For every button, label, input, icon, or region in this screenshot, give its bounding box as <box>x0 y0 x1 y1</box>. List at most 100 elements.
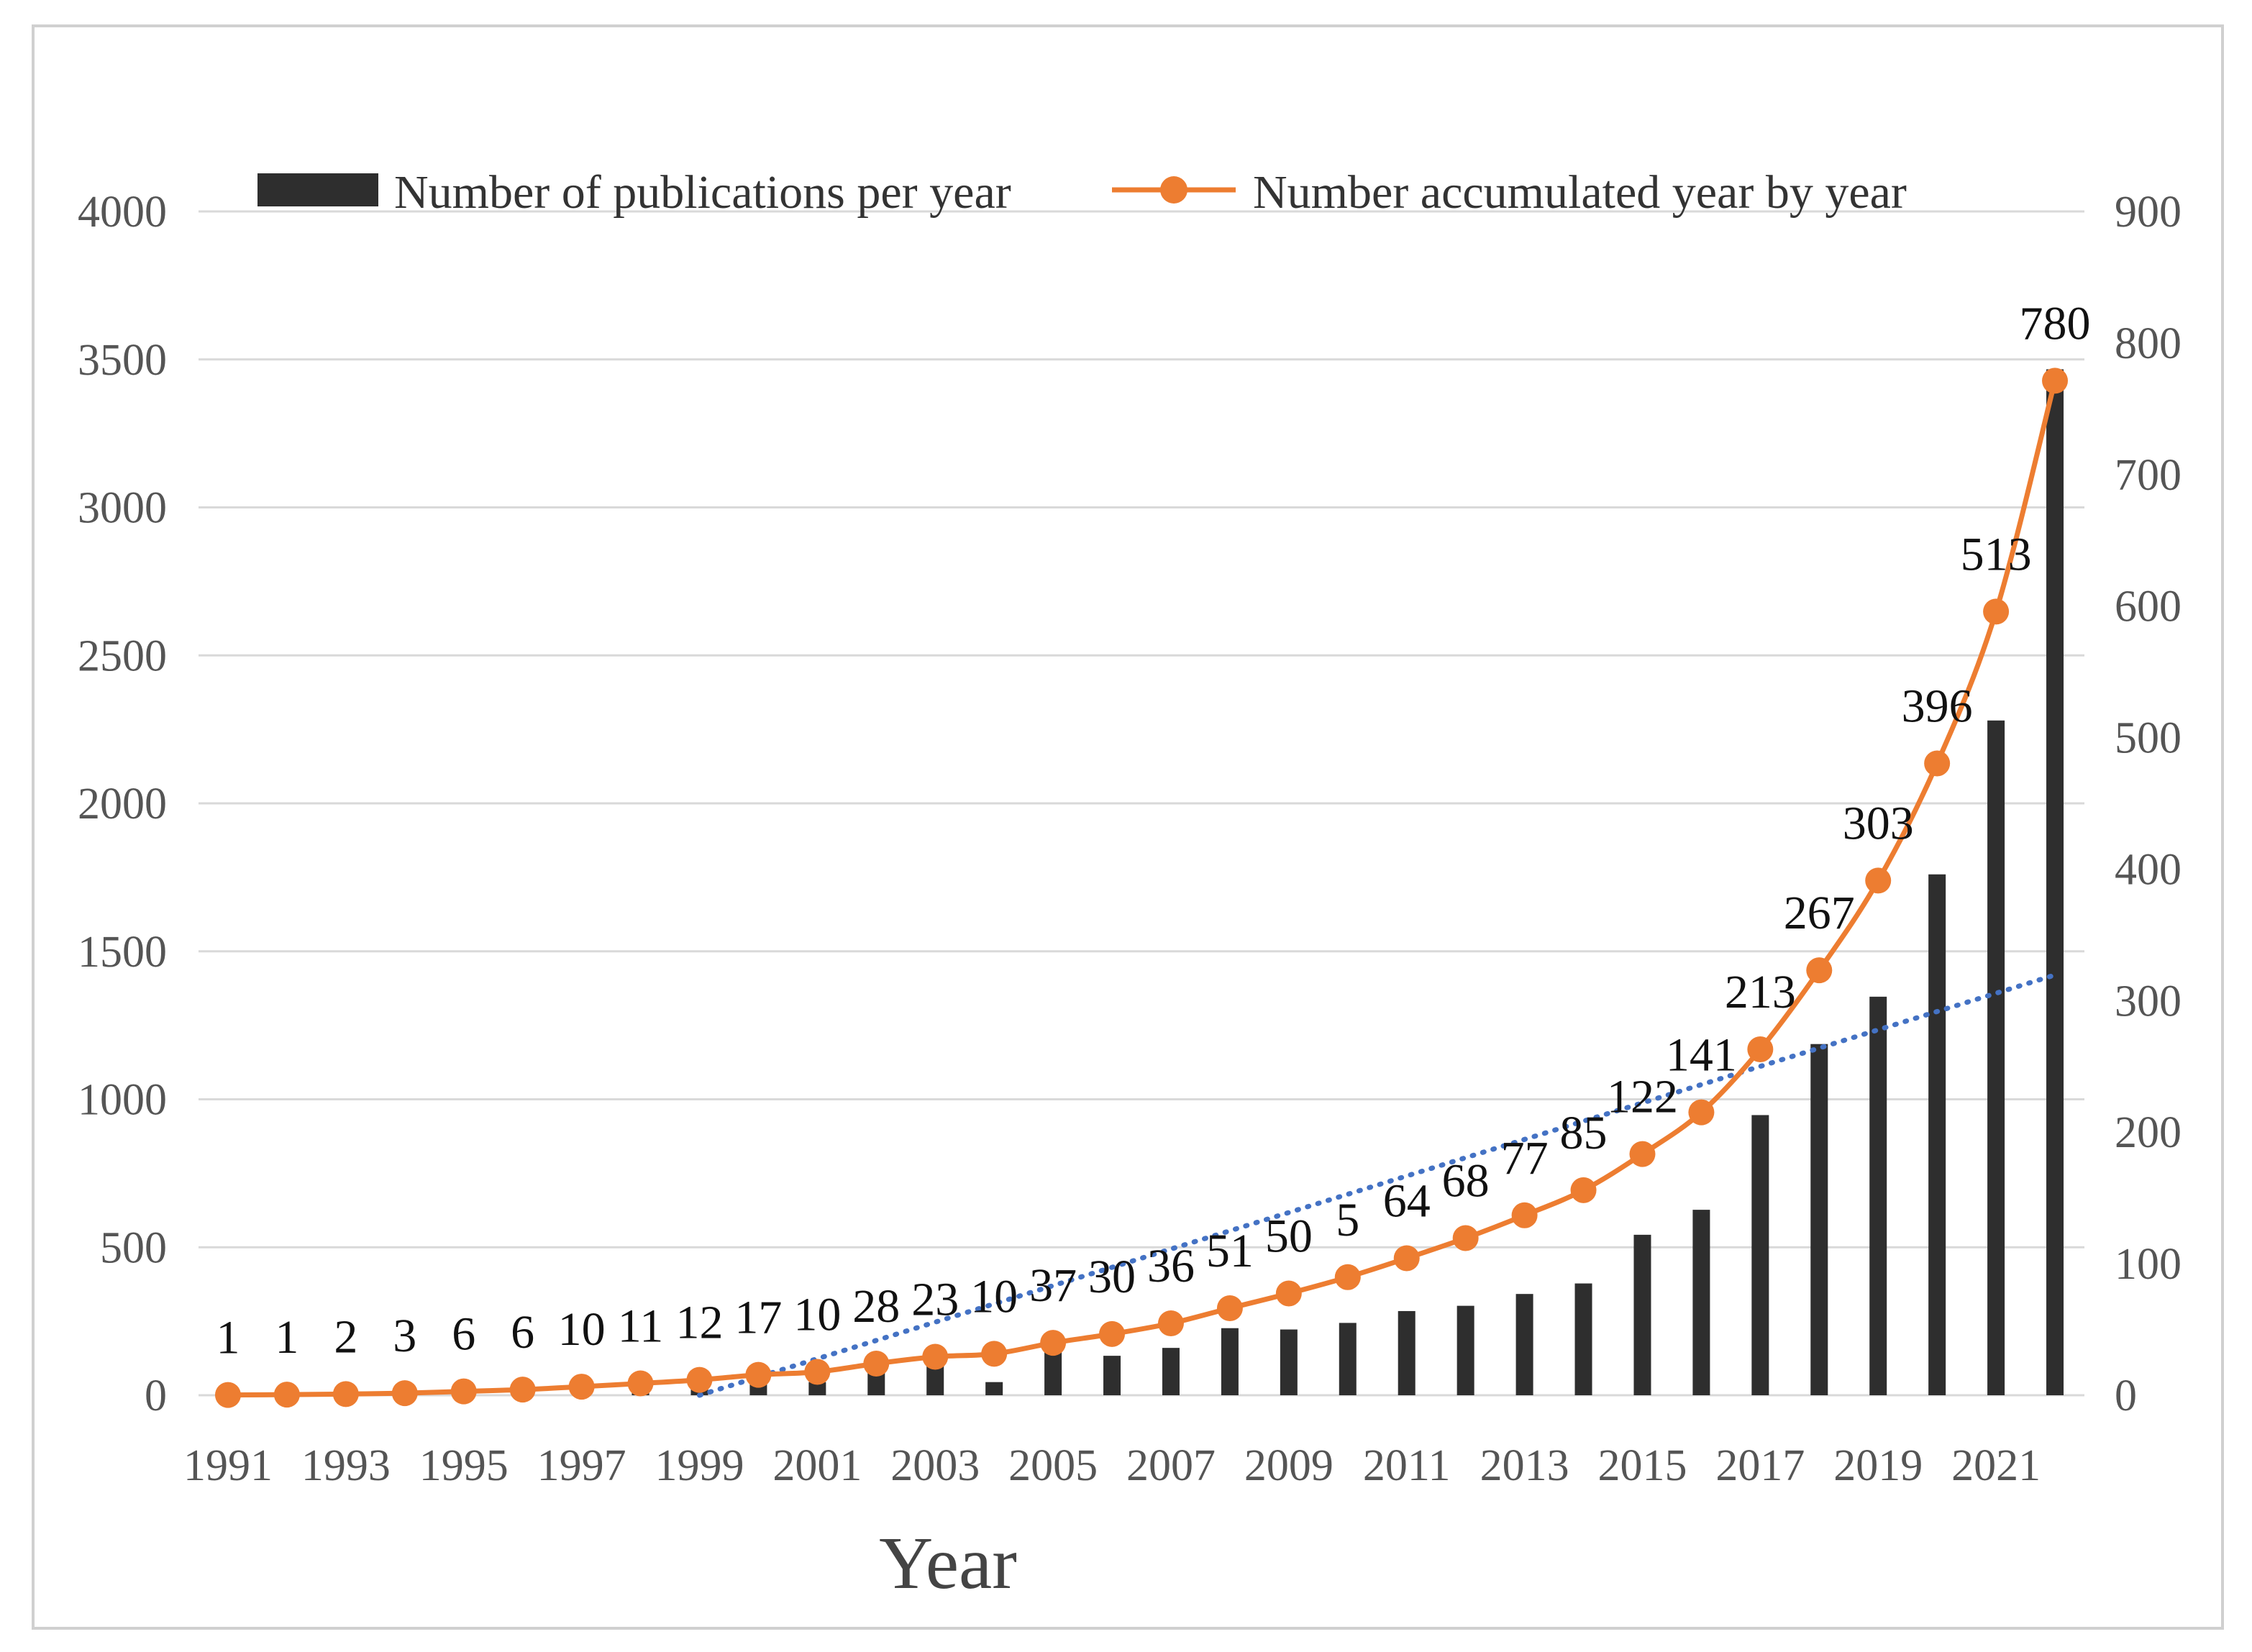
x-axis-ticks: 1991 1993 1995 1997 1999 2001 2003 2005 2007 2009… <box>183 1441 2041 1490</box>
line-point-2004 <box>981 1341 1008 1367</box>
bar-series <box>219 369 2064 1395</box>
right-tick-label: 100 <box>2115 1240 2182 1289</box>
x-tick-label: 2013 <box>1480 1441 1569 1490</box>
data-label-1995: 6 <box>452 1308 475 1361</box>
data-label-2019: 303 <box>1843 797 1914 849</box>
line-point-2013 <box>1511 1202 1538 1228</box>
data-label-1999: 12 <box>675 1297 723 1349</box>
line-point-2000 <box>745 1361 772 1388</box>
data-label-2003: 23 <box>911 1274 959 1326</box>
data-label-2020: 396 <box>1902 680 1973 732</box>
left-tick-label: 4000 <box>78 188 167 237</box>
line-point-1999 <box>686 1366 713 1393</box>
x-tick-label: 1999 <box>655 1441 744 1490</box>
x-tick-label: 2021 <box>1951 1441 2041 1490</box>
bar-2016 <box>1692 1210 1710 1395</box>
line-point-2016 <box>1688 1099 1715 1126</box>
line-point-1993 <box>332 1381 359 1407</box>
x-tick-label: 2009 <box>1244 1441 1334 1490</box>
line-point-1992 <box>273 1382 300 1408</box>
data-label-2016: 141 <box>1666 1029 1737 1082</box>
bar-2013 <box>1515 1294 1533 1395</box>
right-tick-label: 300 <box>2115 977 2182 1026</box>
bar-2020 <box>1928 874 1946 1395</box>
bar-2004 <box>985 1382 1003 1395</box>
bar-2012 <box>1456 1305 1474 1395</box>
line-point-1996 <box>509 1377 536 1403</box>
data-label-2007: 36 <box>1147 1240 1195 1292</box>
right-tick-label: 900 <box>2115 188 2182 237</box>
bar-2017 <box>1751 1115 1769 1395</box>
line-point-2019 <box>1865 867 1892 894</box>
data-label-1991: 1 <box>216 1312 240 1364</box>
legend-bar-label: Number of publications per year <box>394 166 1011 219</box>
data-label-2017: 213 <box>1725 966 1796 1018</box>
x-tick-label: 2005 <box>1008 1441 1098 1490</box>
left-axis-ticks: 0 500 1000 1500 2000 2500 3000 3500 4000 <box>78 188 167 1420</box>
line-point-2008 <box>1216 1295 1243 1322</box>
line-point-2001 <box>804 1359 831 1385</box>
line-point-2007 <box>1157 1310 1184 1337</box>
data-label-2018: 267 <box>1784 887 1855 939</box>
left-tick-label: 3000 <box>78 484 167 533</box>
bar-2007 <box>1162 1348 1180 1395</box>
data-label-1994: 3 <box>393 1310 416 1362</box>
data-label-2000: 17 <box>734 1292 782 1344</box>
x-tick-label: 1995 <box>419 1441 509 1490</box>
left-tick-label: 2500 <box>78 631 167 680</box>
data-label-2010: 5 <box>1336 1194 1359 1246</box>
data-label-2005: 37 <box>1029 1259 1077 1312</box>
x-tick-label: 2001 <box>772 1441 862 1490</box>
right-tick-label: 400 <box>2115 845 2182 894</box>
right-tick-label: 600 <box>2115 583 2182 631</box>
right-tick-label: 0 <box>2115 1372 2137 1420</box>
data-label-1992: 1 <box>275 1311 298 1364</box>
line-point-1998 <box>627 1370 654 1397</box>
line-point-2018 <box>1806 957 1833 984</box>
legend-line-marker <box>1160 176 1187 204</box>
trendline <box>696 972 2058 1398</box>
bar-2003 <box>926 1364 944 1395</box>
left-tick-label: 1500 <box>78 928 167 977</box>
right-tick-label: 800 <box>2115 319 2182 368</box>
data-label-2014: 85 <box>1560 1107 1608 1159</box>
line-point-2011 <box>1393 1245 1420 1272</box>
x-tick-label: 2003 <box>890 1441 980 1490</box>
line-point-1997 <box>568 1374 595 1400</box>
line-point-1991 <box>214 1382 241 1408</box>
data-label-2004: 10 <box>970 1270 1018 1323</box>
line-point-2006 <box>1099 1320 1126 1347</box>
x-tick-label: 2011 <box>1363 1441 1451 1490</box>
data-label-2013: 77 <box>1501 1132 1549 1185</box>
line-point-1995 <box>450 1378 477 1405</box>
bar-2008 <box>1221 1328 1239 1395</box>
data-label-2012: 68 <box>1442 1154 1490 1207</box>
legend-line-label: Number accumulated year by year <box>1253 166 1907 219</box>
data-label-2002: 28 <box>852 1280 900 1333</box>
bar-2014 <box>1574 1283 1592 1395</box>
left-tick-label: 1000 <box>78 1076 167 1125</box>
data-labels: 1 1 2 3 6 6 10 11 12 17 10 28 23 10 37 30 36 51 50 5 64 68 77 8… <box>216 297 2090 1364</box>
bar-2011 <box>1398 1310 1416 1395</box>
right-tick-label: 200 <box>2115 1108 2182 1157</box>
x-tick-label: 1991 <box>183 1441 273 1490</box>
bar-2010 <box>1339 1323 1357 1395</box>
line-point-2003 <box>922 1343 949 1370</box>
line-point-2014 <box>1570 1177 1597 1203</box>
left-tick-label: 3500 <box>78 336 167 385</box>
x-tick-label: 2015 <box>1597 1441 1687 1490</box>
data-label-1993: 2 <box>334 1310 357 1363</box>
line-point-2021 <box>1983 598 2010 625</box>
line-point-2009 <box>1275 1280 1302 1307</box>
data-label-1998: 11 <box>618 1300 664 1353</box>
data-label-2021: 513 <box>1961 528 2032 580</box>
left-tick-label: 500 <box>100 1223 167 1272</box>
data-label-2001: 10 <box>793 1288 841 1341</box>
data-label-2022: 780 <box>2020 297 2091 350</box>
line-path <box>227 380 2058 1398</box>
data-label-2006: 30 <box>1088 1251 1136 1303</box>
data-label-2009: 50 <box>1265 1210 1313 1262</box>
bar-2022 <box>2046 369 2064 1395</box>
x-tick-label: 1997 <box>537 1441 626 1490</box>
data-label-2008: 51 <box>1206 1225 1254 1277</box>
